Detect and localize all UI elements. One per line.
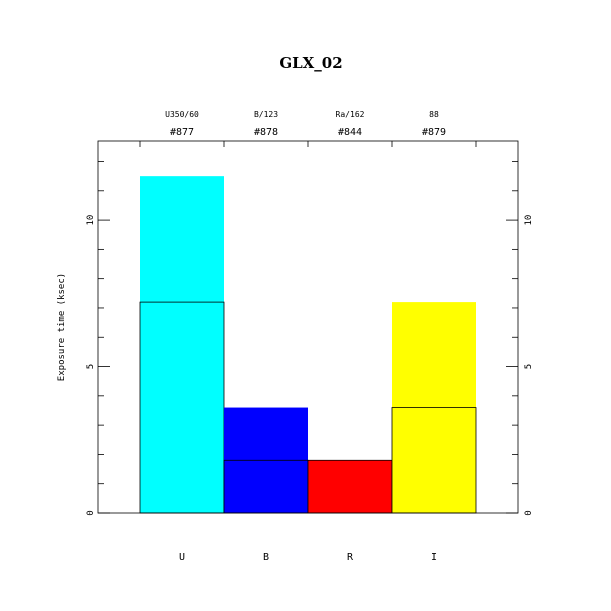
top-number-label-3: #879 bbox=[422, 127, 446, 138]
ticks-group bbox=[98, 141, 518, 514]
y-tick-label-right-0: 0 bbox=[524, 510, 534, 515]
bar-u-total bbox=[140, 176, 224, 514]
y-tick-label-left-10: 10 bbox=[86, 215, 96, 226]
top-number-label-2: #844 bbox=[338, 127, 362, 138]
category-label-r: R bbox=[347, 552, 354, 563]
y-tick-label-right-10: 10 bbox=[524, 215, 534, 226]
tick-labels-group: 0 0 5 5 10 10 bbox=[86, 215, 534, 516]
chart-title: GLX_02 bbox=[279, 54, 342, 72]
y-axis-title: Exposure time (ksec) bbox=[57, 273, 67, 381]
category-label-u: U bbox=[179, 552, 185, 563]
top-number-label-1: #878 bbox=[254, 127, 278, 138]
top-number-label-0: #877 bbox=[170, 127, 194, 138]
y-tick-label-left-5: 5 bbox=[86, 364, 96, 369]
y-tick-label-left-0: 0 bbox=[86, 510, 96, 515]
category-label-b: B bbox=[263, 552, 269, 563]
bar-r-total bbox=[308, 460, 392, 513]
top-filter-label-1: B/123 bbox=[254, 110, 278, 119]
bars-group bbox=[139, 176, 477, 514]
y-tick-label-right-5: 5 bbox=[524, 364, 534, 369]
top-filter-label-0: U350/60 bbox=[165, 110, 199, 119]
top-labels-group: U350/60 #877 B/123 #878 Ra/162 #844 88 #879 bbox=[165, 110, 446, 138]
top-filter-label-3: 88 bbox=[429, 110, 439, 119]
category-label-i: I bbox=[431, 552, 437, 563]
top-filter-label-2: Ra/162 bbox=[336, 110, 365, 119]
